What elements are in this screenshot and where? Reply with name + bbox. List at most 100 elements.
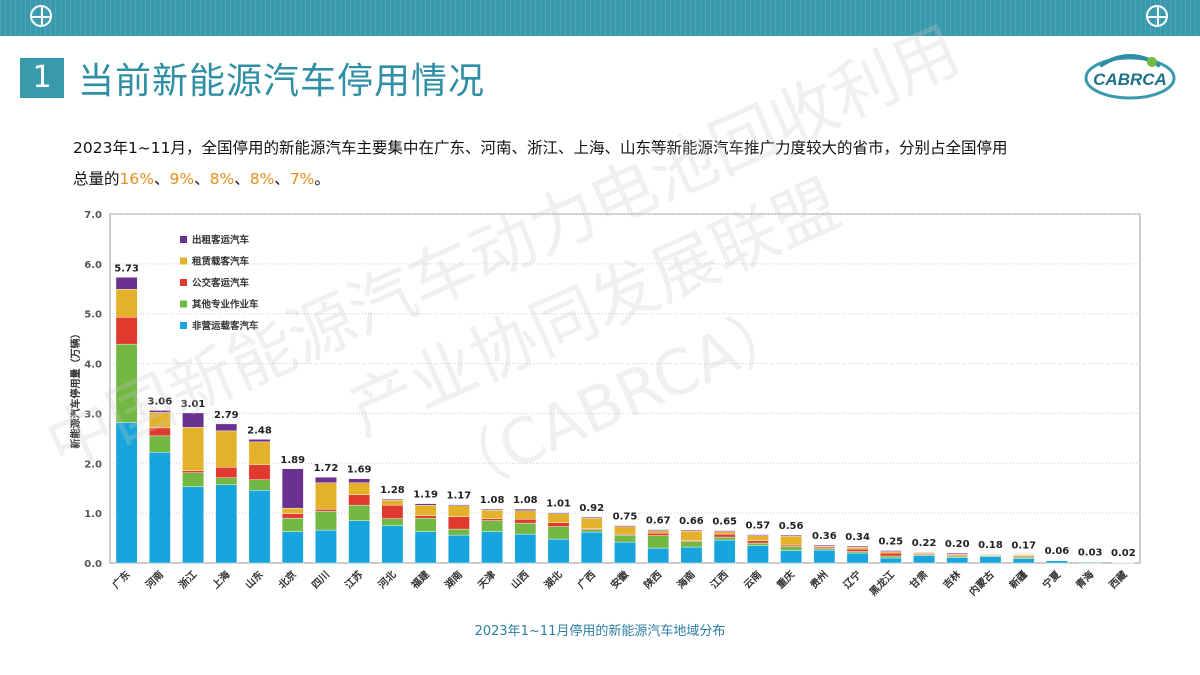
- logo-text: CABRCA: [1093, 70, 1167, 89]
- bar-segment: [680, 530, 703, 541]
- bar-segment: [780, 534, 802, 537]
- bar-segment: [614, 526, 636, 535]
- bar-segment: [182, 472, 204, 487]
- bar-segment: [846, 552, 869, 564]
- data-label: 0.22: [912, 538, 937, 549]
- bar-segment: [614, 534, 636, 543]
- bar-segment: [348, 504, 371, 521]
- bar-segment: [149, 427, 171, 437]
- sep-2: 、: [194, 170, 210, 188]
- bar-segment: [248, 464, 271, 480]
- data-label: 2.48: [247, 425, 272, 436]
- x-tick-label: 江西: [707, 568, 730, 591]
- bar-segment: [115, 317, 138, 345]
- y-tick-label: 3.0: [84, 409, 102, 420]
- sep-3: 、: [234, 170, 250, 188]
- x-tick-label: 河北: [375, 568, 398, 591]
- bar-segment: [348, 478, 371, 483]
- data-label: 0.65: [712, 517, 737, 528]
- data-label: 0.02: [1111, 548, 1136, 559]
- data-label: 0.36: [812, 531, 837, 542]
- bar-segment: [348, 482, 371, 495]
- bar-segment: [182, 412, 204, 428]
- bar-segment: [813, 548, 836, 551]
- x-tick-label: 安徽: [608, 567, 632, 591]
- bar-segment: [846, 548, 869, 552]
- bar-segment: [547, 513, 570, 523]
- bar-segment: [281, 468, 304, 509]
- x-tick-label: 贵州: [807, 568, 830, 591]
- data-label: 0.20: [945, 539, 970, 550]
- x-tick-label: 上海: [209, 568, 232, 591]
- bar-segment: [281, 531, 304, 564]
- bar-segment: [115, 422, 138, 564]
- bar-segment: [348, 494, 371, 506]
- bar-segment: [115, 289, 138, 318]
- bar-segment: [747, 534, 769, 536]
- bar-segment: [481, 518, 503, 521]
- summary-paragraph: 2023年1~11月，全国停用的新能源汽车主要集中在广东、河南、浙江、上海、山东…: [73, 133, 1133, 195]
- x-tick-label: 湖南: [442, 568, 465, 591]
- x-tick-label: 辽宁: [840, 568, 863, 591]
- pct-2: 9%: [169, 170, 195, 188]
- bar-segment: [580, 516, 603, 519]
- bar-segment: [1012, 556, 1035, 559]
- bar-segment: [414, 531, 437, 564]
- page-title: 当前新能源汽车停用情况: [78, 61, 486, 102]
- x-tick-label: 甘肃: [907, 568, 930, 591]
- bar-segment: [747, 535, 769, 541]
- legend-swatch: [180, 300, 187, 308]
- data-label: 5.73: [114, 263, 139, 274]
- y-axis-title: 新能源汽车停用量（万辆）: [69, 329, 82, 449]
- bar-segment: [647, 529, 670, 531]
- bar-segment: [747, 542, 769, 546]
- bar-segment: [680, 541, 703, 548]
- bar-segment: [846, 546, 869, 550]
- crosshair-icon-left: [30, 5, 52, 27]
- bar-segment: [680, 529, 703, 532]
- data-label: 0.67: [646, 516, 671, 527]
- bar-segment: [115, 277, 138, 290]
- legend-label: 其他专业作业车: [192, 299, 259, 311]
- bar-segment: [747, 540, 769, 544]
- bar-segment: [946, 557, 969, 564]
- data-label: 0.18: [978, 540, 1003, 551]
- bar-segment: [149, 410, 171, 413]
- bar-segment: [614, 525, 636, 527]
- bar-segment: [846, 551, 869, 554]
- bar-segment: [780, 544, 802, 547]
- x-tick-label: 新疆: [1006, 568, 1029, 591]
- bar-segment: [315, 482, 337, 510]
- bar-segment: [381, 498, 404, 501]
- bar-segment: [248, 479, 271, 491]
- x-tick-label: 吉林: [940, 567, 964, 591]
- bar-segment: [713, 530, 736, 532]
- x-tick-label: 四川: [309, 569, 332, 592]
- bar-segment: [381, 525, 404, 564]
- legend-label: 非营运载客汽车: [192, 320, 259, 332]
- data-label: 3.06: [147, 396, 172, 407]
- bar-segment: [713, 536, 736, 541]
- bar-segment: [547, 522, 570, 527]
- bar-segment: [215, 484, 238, 564]
- bar-segment: [713, 533, 736, 538]
- bar-segment: [946, 555, 969, 558]
- summary-suffix: 。: [314, 170, 330, 188]
- bar-segment: [647, 547, 670, 564]
- bar-segment: [215, 423, 238, 432]
- bar-segment: [381, 504, 404, 519]
- x-tick-label: 广东: [109, 568, 132, 591]
- bar-segment: [448, 534, 470, 564]
- legend-label: 公交客运汽车: [192, 277, 250, 289]
- y-tick-label: 7.0: [84, 210, 102, 221]
- data-label: 1.17: [447, 491, 472, 502]
- bar-segment: [149, 412, 171, 429]
- data-label: 0.03: [1078, 548, 1103, 559]
- data-label: 1.08: [513, 495, 538, 506]
- x-tick-label: 江苏: [342, 568, 365, 591]
- bar-segment: [547, 512, 570, 514]
- summary-line-1: 2023年1~11月，全国停用的新能源汽车主要集中在广东、河南、浙江、上海、山东…: [73, 139, 1008, 157]
- bar-segment: [248, 490, 271, 564]
- data-label: 0.17: [1011, 541, 1036, 552]
- bar-segment: [215, 467, 238, 478]
